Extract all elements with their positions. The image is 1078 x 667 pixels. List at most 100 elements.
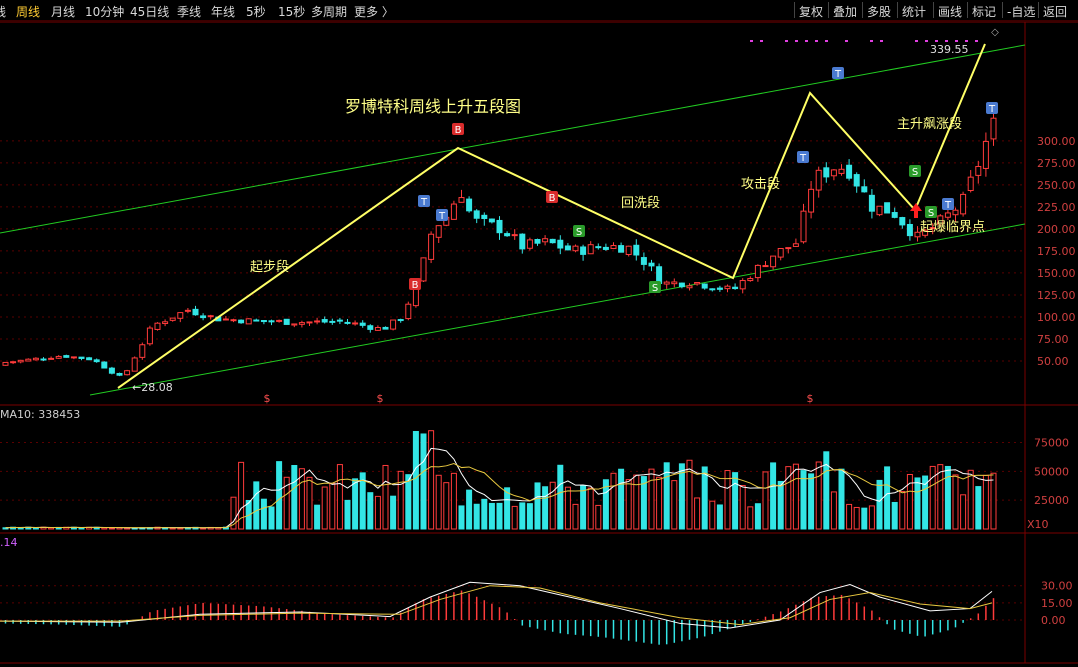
- volume-bar: [838, 468, 845, 530]
- candle-body: [169, 317, 176, 321]
- candle-body: [595, 246, 602, 249]
- candle-body: [929, 227, 936, 230]
- candle-body: [352, 322, 359, 325]
- tab-2[interactable]: 月线: [51, 5, 76, 19]
- candle-body: [701, 283, 708, 289]
- toolbar-button-2[interactable]: 多股: [867, 5, 892, 19]
- dot-marker: [805, 40, 808, 42]
- candle-body: [610, 245, 617, 250]
- candlesticks: [2, 110, 997, 377]
- volume-bar: [929, 465, 936, 530]
- channel-lower: [89, 223, 1026, 396]
- tab-10[interactable]: 更多 〉: [354, 5, 394, 19]
- candle-body: [853, 174, 860, 187]
- top-signal-text: T: [988, 104, 996, 115]
- candle-body: [238, 319, 245, 324]
- toolbar-button-4[interactable]: 画线: [938, 5, 963, 19]
- candle-body: [48, 357, 55, 360]
- candle-body: [830, 169, 837, 177]
- tab-5[interactable]: 季线: [177, 5, 202, 19]
- volume-bar: [952, 474, 959, 530]
- dollar-marker: $: [807, 392, 814, 405]
- volume-bar: [511, 505, 518, 530]
- candle-body: [686, 285, 693, 289]
- volume-bar: [504, 487, 511, 530]
- top-signal-text: T: [420, 197, 428, 208]
- toolbar-button-5[interactable]: 标记: [972, 5, 997, 19]
- tab-8[interactable]: 15秒: [278, 5, 306, 19]
- candle-body: [10, 361, 17, 364]
- volume-bar: [686, 459, 693, 530]
- candle-body: [709, 288, 716, 291]
- candle-body: [496, 219, 503, 234]
- volume-bar: [420, 433, 427, 530]
- candle-body: [32, 357, 39, 361]
- volume-bar: [359, 472, 366, 530]
- volume-bar: [230, 496, 237, 530]
- candle-body: [139, 344, 146, 358]
- volume-bar: [625, 479, 632, 530]
- top-signal: [832, 67, 844, 79]
- volume-bar: [914, 477, 921, 530]
- volume-bar: [701, 466, 708, 530]
- volume-bar: [488, 502, 495, 530]
- buy-signal: [546, 191, 558, 203]
- volume-bar: [435, 474, 442, 530]
- volume-bar: [260, 498, 267, 530]
- wave-polyline: [117, 43, 986, 389]
- candle-body: [618, 245, 625, 253]
- candle-body: [329, 320, 336, 323]
- volume-bar: [526, 503, 533, 530]
- volume-bar: [542, 486, 549, 530]
- volume-bar: [481, 498, 488, 530]
- volume-bar: [519, 502, 526, 530]
- toolbar-button-1[interactable]: 叠加: [833, 5, 858, 19]
- breakout-arrow-icon: [910, 203, 922, 218]
- volume-bar: [937, 464, 944, 530]
- candle-body: [420, 257, 427, 282]
- toolbar-button-6[interactable]: -自选: [1007, 5, 1036, 19]
- top-signal-text: T: [944, 200, 952, 211]
- tab-7[interactable]: 5秒: [246, 5, 266, 19]
- volume-bar: [975, 486, 982, 530]
- tab-0[interactable]: 线: [0, 5, 7, 19]
- candle-body: [192, 308, 199, 316]
- macd-dif-line: [0, 581, 993, 629]
- tab-3[interactable]: 10分钟: [85, 5, 125, 19]
- diamond-icon: ◇: [991, 27, 999, 38]
- candle-body: [785, 247, 792, 250]
- volume-bar: [739, 485, 746, 530]
- price-tick-label: 175.00: [1037, 245, 1076, 258]
- volume-bar: [306, 476, 313, 530]
- volume-bar: [458, 505, 465, 530]
- candle-body: [724, 285, 731, 290]
- volume-bar: [466, 489, 473, 530]
- candle-body: [314, 320, 321, 323]
- candle-body: [374, 327, 381, 331]
- toolbar-button-3[interactable]: 统计: [902, 5, 927, 19]
- dollar-marker: $: [377, 392, 384, 405]
- candle-body: [937, 215, 944, 226]
- sell-signal-text: S: [928, 208, 934, 219]
- candle-body: [116, 372, 123, 376]
- sell-signal: [649, 281, 661, 293]
- candle-body: [648, 262, 655, 267]
- candle-body: [276, 319, 283, 322]
- toolbar-button-7[interactable]: 返回: [1043, 5, 1068, 19]
- candle-body: [861, 186, 868, 193]
- tab-1[interactable]: 周线: [16, 5, 41, 19]
- dot-marker: [975, 40, 978, 42]
- candle-body: [283, 318, 290, 325]
- tab-6[interactable]: 年线: [211, 5, 236, 19]
- volume-bar: [276, 461, 283, 530]
- candle-body: [177, 312, 184, 319]
- volume-bar: [732, 472, 739, 530]
- volume-bar: [990, 472, 997, 530]
- candle-body: [450, 203, 457, 220]
- tab-9[interactable]: 多周期: [311, 5, 348, 19]
- macd-bars: [0, 581, 995, 645]
- toolbar-button-0[interactable]: 复权: [799, 5, 824, 19]
- dot-marker: [750, 40, 753, 42]
- tab-4[interactable]: 45日线: [130, 5, 170, 19]
